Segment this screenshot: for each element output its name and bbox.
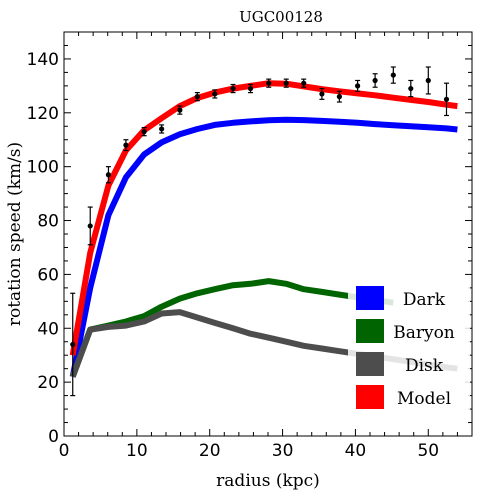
legend-swatch-baryon [356, 319, 384, 343]
data-point [247, 83, 254, 94]
data-point-marker [230, 85, 236, 92]
data-point [319, 87, 325, 100]
legend-swatch-model [356, 385, 384, 409]
data-point [194, 91, 200, 102]
data-point [177, 105, 183, 115]
x-tick-label: 10 [126, 441, 148, 461]
x-tick-label: 40 [345, 441, 367, 461]
y-tick-label: 20 [37, 373, 59, 393]
y-tick-label: 60 [37, 265, 59, 285]
data-point-marker [266, 80, 272, 86]
legend-swatch-dark [356, 286, 384, 310]
data-point [123, 139, 129, 152]
data-point-marker [372, 77, 378, 84]
data-point-marker [319, 91, 325, 97]
data-point-marker [408, 85, 414, 92]
y-tick-label: 120 [27, 104, 59, 124]
data-point [372, 73, 378, 88]
data-point-marker [283, 80, 289, 86]
data-point-marker [105, 172, 112, 178]
data-point-marker [247, 85, 254, 92]
series-line-dark [69, 116, 458, 378]
y-axis-ticks: 0 20 40 60 80 100 120 140 [27, 31, 472, 447]
data-point [87, 206, 93, 246]
y-tick-label: 0 [48, 427, 59, 447]
legend-label-disk: Disk [405, 356, 444, 376]
data-point-marker [194, 94, 200, 100]
x-tick-label: 50 [417, 441, 439, 461]
data-point [443, 82, 450, 117]
x-axis-ticks: 0 10 20 30 40 50 [59, 32, 473, 461]
legend-label-dark: Dark [403, 290, 446, 310]
legend-label-baryon: Baryon [393, 323, 455, 343]
data-point [159, 124, 165, 134]
legend: Dark Baryon Disk Model [348, 278, 470, 417]
data-point [390, 66, 396, 84]
legend-swatch-disk [356, 352, 384, 376]
data-point-marker [87, 223, 93, 229]
chart-title: UGC00128 [239, 8, 323, 26]
data-point-marker [177, 107, 183, 113]
data-point [141, 127, 147, 137]
data-point [336, 90, 342, 103]
y-tick-label: 100 [27, 158, 59, 178]
y-tick-label: 140 [27, 50, 59, 70]
legend-label-model: Model [397, 389, 451, 409]
x-tick-label: 30 [272, 441, 294, 461]
data-point [105, 166, 112, 184]
data-point [425, 66, 431, 95]
data-point-marker [390, 72, 396, 78]
data-point-marker [212, 91, 218, 97]
data-point-marker [336, 94, 342, 100]
data-point [70, 292, 76, 397]
data-point [230, 83, 236, 94]
data-point-marker [443, 96, 450, 102]
data-point [408, 79, 414, 98]
y-tick-label: 40 [37, 319, 59, 339]
data-point-marker [141, 129, 147, 135]
y-axis-label: rotation speed (km/s) [5, 142, 25, 326]
observed-points-layer [70, 66, 450, 397]
data-point [283, 78, 289, 88]
data-point-marker [301, 80, 307, 86]
data-point [355, 79, 361, 92]
x-tick-label: 0 [59, 441, 70, 461]
data-point [266, 78, 272, 88]
series-line-baryon [69, 278, 394, 378]
data-point-marker [355, 83, 361, 89]
x-axis-label: radius (kpc) [216, 471, 320, 491]
data-point-marker [425, 77, 431, 84]
data-point [212, 89, 218, 99]
data-point-marker [123, 142, 129, 148]
y-tick-label: 80 [37, 212, 59, 232]
data-point-marker [159, 126, 165, 132]
data-point-marker [70, 341, 76, 348]
x-tick-label: 20 [199, 441, 221, 461]
data-point [301, 78, 307, 88]
